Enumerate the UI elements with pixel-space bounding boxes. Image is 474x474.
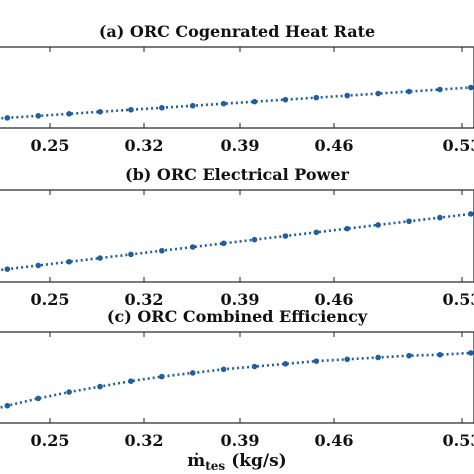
data-point (189, 244, 196, 250)
x-tick-label: 0.32 (125, 431, 164, 450)
x-tick-label: 0.53 (443, 431, 474, 450)
x-tick-label: 0.39 (221, 136, 260, 155)
data-point (189, 370, 196, 376)
data-point (344, 225, 351, 232)
x-tick-label: 0.39 (221, 431, 260, 450)
data-point (35, 113, 42, 119)
data-point (4, 402, 11, 409)
data-point (282, 96, 289, 103)
data-point (282, 361, 289, 367)
data-point (97, 383, 103, 390)
data-point (375, 354, 381, 361)
data-point (406, 352, 412, 359)
data-point (344, 92, 351, 99)
data-point (35, 262, 42, 269)
data-point (220, 240, 227, 247)
series-line (0, 351, 471, 409)
data-point (66, 389, 72, 395)
data-point (220, 366, 227, 373)
data-point (35, 395, 42, 402)
data-point (97, 109, 103, 115)
chart-panel-1: (a) ORC Cogenrated Heat Rate 0.25 0.32 0.39… (0, 22, 474, 155)
data-point (97, 255, 103, 261)
data-point (189, 102, 196, 109)
data-point (159, 373, 165, 380)
x-tick-label: 0.25 (31, 136, 70, 155)
axes-box (0, 189, 474, 283)
data-point (128, 251, 134, 258)
x-tick-label: 0.32 (125, 290, 164, 309)
x-tick-label: 0.32 (125, 136, 164, 155)
axes-box (0, 46, 474, 129)
data-point (128, 378, 134, 384)
data-point (251, 363, 258, 370)
data-point (4, 115, 11, 121)
data-point (313, 94, 320, 101)
data-point (437, 86, 443, 93)
data-point (4, 266, 11, 272)
data-point (251, 98, 258, 105)
x-axis-label-sub: tes (205, 459, 225, 473)
x-tick-label: 0.46 (315, 431, 354, 450)
x-tick-label: 0.25 (31, 431, 70, 450)
data-point (282, 233, 289, 239)
data-point (437, 214, 443, 221)
data-point (313, 229, 320, 236)
data-point (66, 111, 72, 117)
chart-title: (a) ORC Cogenrated Heat Rate (99, 22, 375, 41)
data-point (375, 222, 381, 228)
x-tick-label: 0.46 (315, 290, 354, 309)
data-point (468, 350, 474, 356)
data-point (437, 351, 443, 358)
data-point (468, 211, 474, 217)
chart-panels: (a) ORC Cogenrated Heat Rate 0.25 0.32 0.39… (0, 22, 474, 450)
x-axis-label-main: ṁ (187, 451, 205, 471)
data-point (128, 106, 134, 113)
data-point (159, 247, 165, 254)
x-tick-label: 0.53 (443, 136, 474, 155)
axes-box (0, 331, 474, 424)
data-point (251, 236, 258, 243)
x-axis-label: ṁtes (kg/s) (187, 451, 286, 473)
x-tick-label: 0.25 (31, 290, 70, 309)
chart-title: (b) ORC Electrical Power (125, 165, 350, 184)
x-axis-label-unit: (kg/s) (231, 451, 287, 471)
data-point (406, 218, 412, 225)
data-point (468, 84, 474, 91)
chart-title: (c) ORC Combined Efficiency (107, 307, 368, 326)
x-tick-label: 0.53 (443, 290, 474, 309)
data-point (66, 258, 72, 265)
data-point (220, 100, 227, 107)
data-point (406, 88, 412, 95)
data-point (159, 104, 165, 111)
data-point (313, 358, 320, 364)
chart-panel-2: (b) ORC Electrical Power 0.25 0.32 0.39 0.46… (0, 165, 474, 309)
x-tick-label: 0.46 (315, 136, 354, 155)
data-point (344, 356, 351, 363)
chart-panel-3: (c) ORC Combined Efficiency 0.25 0.32 0.39 0… (0, 307, 474, 450)
x-tick-label: 0.39 (221, 290, 260, 309)
data-point (375, 90, 381, 97)
